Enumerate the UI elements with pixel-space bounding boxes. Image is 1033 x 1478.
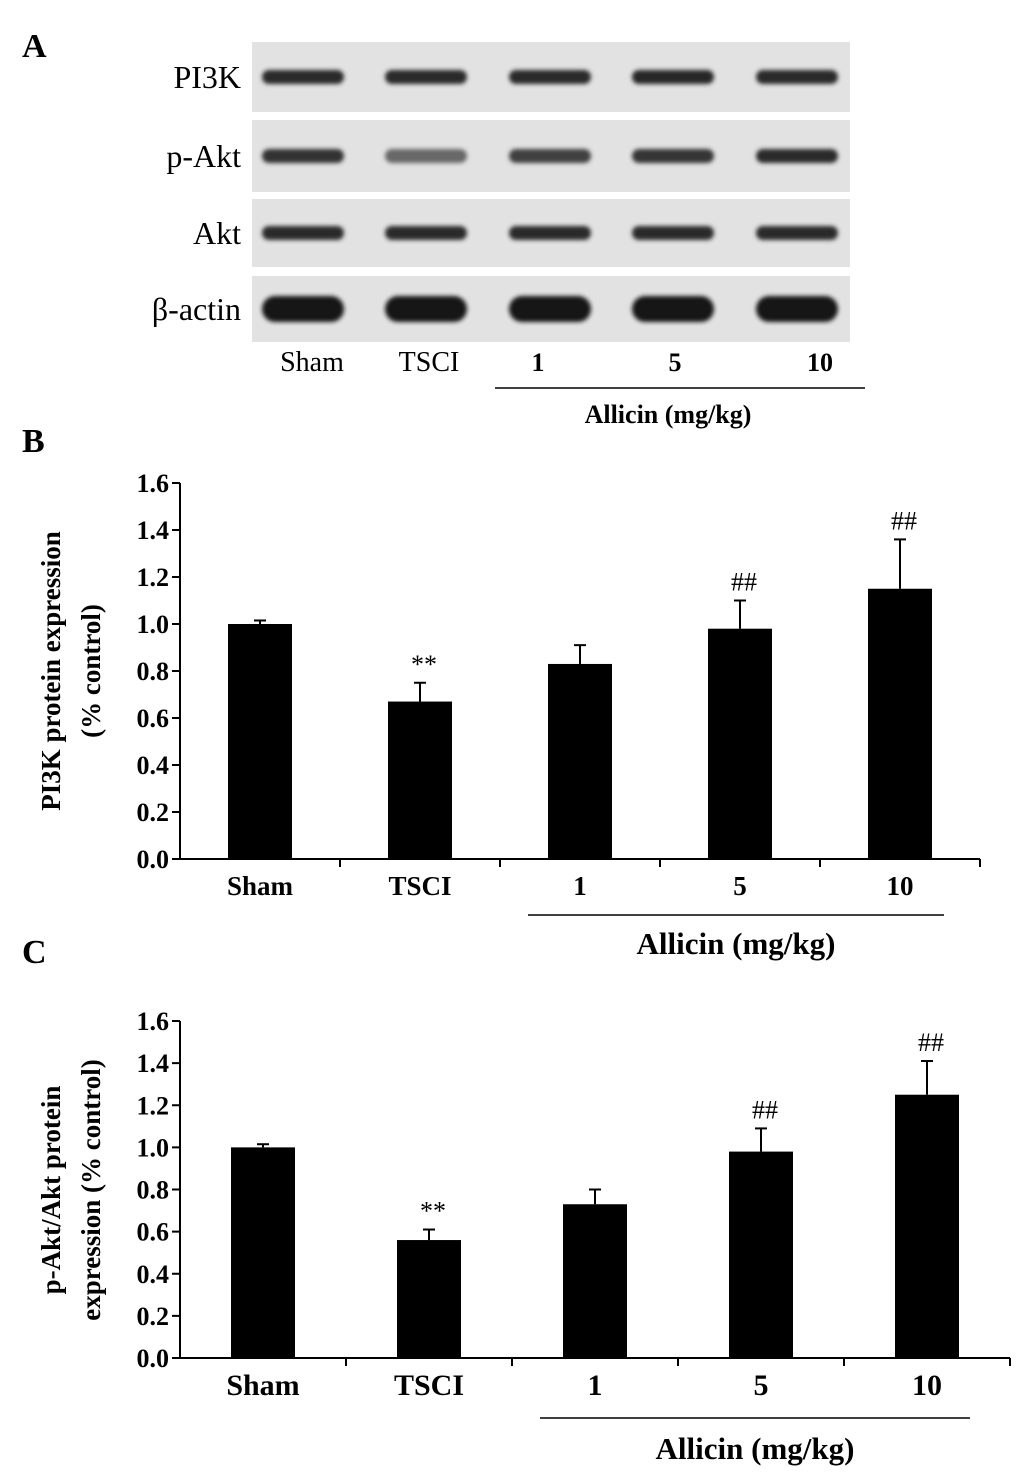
bar-sham xyxy=(231,1147,295,1358)
y-tick-label: 1.4 xyxy=(137,516,170,545)
y-tick-label: 0.2 xyxy=(137,798,170,827)
blot-band-pi3k-5 xyxy=(632,70,714,84)
bar-10 xyxy=(868,588,932,859)
blot-group-label: Allicin (mg/kg) xyxy=(585,400,752,429)
y-tick-label: 1.2 xyxy=(137,1091,170,1120)
blot-band-akt-tsci xyxy=(385,226,467,240)
blot-lane-label-10: 10 xyxy=(807,348,833,377)
x-tick-label-10: 10 xyxy=(887,871,914,901)
y-tick-label: 0.6 xyxy=(137,1218,170,1247)
bar-5 xyxy=(708,628,772,859)
x-tick-label-tsci: TSCI xyxy=(388,871,451,901)
blot-row-label-pi3k: PI3K xyxy=(173,59,241,95)
bar-10 xyxy=(895,1094,959,1358)
blot-band-akt-1 xyxy=(509,226,591,240)
blot-band-actin-tsci xyxy=(385,296,467,322)
panel-c-letter: C xyxy=(22,934,47,971)
bar-5 xyxy=(729,1151,793,1358)
blot-lane-label-1: 1 xyxy=(532,348,545,377)
x-tick-label-sham: Sham xyxy=(227,871,294,901)
y-tick-label: 0.4 xyxy=(137,1260,170,1289)
group-label: Allicin (mg/kg) xyxy=(637,926,836,961)
y-tick-label: 1.0 xyxy=(137,610,170,639)
blot-band-p-akt-5 xyxy=(632,149,714,163)
x-tick-label-tsci: TSCI xyxy=(394,1369,464,1402)
blot-lane-labels: Sham TSCI 1 5 10 xyxy=(280,347,833,378)
bar-1 xyxy=(548,663,612,859)
y-tick-label: 1.0 xyxy=(137,1133,170,1162)
x-tick-label-5: 5 xyxy=(754,1369,769,1402)
western-blot xyxy=(252,42,850,342)
group-label: Allicin (mg/kg) xyxy=(656,1431,855,1466)
significance-5: ## xyxy=(752,1095,778,1124)
y-tick-label: 1.2 xyxy=(137,563,170,592)
y-tick-label: 1.6 xyxy=(137,1007,170,1036)
blot-lane-label-tsci: TSCI xyxy=(399,347,460,378)
blot-lane-label-sham: Sham xyxy=(280,347,344,378)
blot-row-label-actin: β-actin xyxy=(152,291,241,327)
blot-band-p-akt-tsci xyxy=(385,149,467,163)
x-tick-label-1: 1 xyxy=(573,871,587,901)
blot-row-label-akt: Akt xyxy=(193,215,241,251)
blot-band-actin-10 xyxy=(756,296,838,322)
y-tick-label: 1.4 xyxy=(137,1049,170,1078)
x-tick-label-10: 10 xyxy=(912,1369,942,1402)
significance-10: ## xyxy=(891,506,917,535)
blot-row-labels: PI3K p-Akt Akt β-actin xyxy=(152,59,241,327)
chart-c: 0.0 0.2 0.4 0.6 0.8 1.0 1.2 1.4 1.6 Sham ** TSCI 1 ##… xyxy=(36,1007,1011,1466)
y-axis-title-line-1: p-Akt/Akt protein xyxy=(36,1086,66,1295)
y-axis-title-line-1: PI3K protein expression xyxy=(36,531,66,811)
y-tick-label: 0.6 xyxy=(137,704,170,733)
y-tick-label: 0.8 xyxy=(137,1176,170,1205)
y-tick-label: 0.0 xyxy=(137,1344,170,1373)
bar-tsci xyxy=(397,1240,461,1358)
blot-band-pi3k-10 xyxy=(756,70,838,84)
y-tick-label: 1.6 xyxy=(137,469,170,498)
blot-band-akt-5 xyxy=(632,226,714,240)
blot-band-pi3k-tsci xyxy=(385,70,467,84)
y-axis-title-line-2: (% control) xyxy=(76,604,106,738)
y-tick-label: 0.8 xyxy=(137,657,170,686)
blot-band-p-akt-sham xyxy=(262,149,344,163)
y-tick-label: 0.2 xyxy=(137,1302,170,1331)
x-tick-label-1: 1 xyxy=(588,1369,603,1402)
blot-band-akt-sham xyxy=(262,226,344,240)
blot-band-pi3k-1 xyxy=(509,70,591,84)
bar-1 xyxy=(563,1204,627,1358)
bar-tsci xyxy=(388,701,452,859)
x-tick-label-5: 5 xyxy=(733,871,747,901)
y-tick-label: 0.4 xyxy=(137,751,170,780)
blot-band-akt-10 xyxy=(756,226,838,240)
blot-row-label-p-akt: p-Akt xyxy=(166,138,241,174)
panel-a-letter: A xyxy=(22,28,47,65)
blot-band-p-akt-10 xyxy=(756,149,838,163)
significance-10: ## xyxy=(918,1028,944,1057)
x-tick-label-sham: Sham xyxy=(226,1369,299,1402)
y-axis-title-line-2: expression (% control) xyxy=(76,1059,106,1320)
blot-lane-label-5: 5 xyxy=(669,348,682,377)
blot-band-actin-5 xyxy=(632,296,714,322)
significance-tsci: ** xyxy=(411,650,437,679)
blot-band-actin-1 xyxy=(509,296,591,322)
chart-b: 0.0 0.2 0.4 0.6 0.8 1.0 1.2 1.4 1.6 Sham ** TSCI 1 ##… xyxy=(36,469,981,961)
significance-tsci: ** xyxy=(420,1197,446,1226)
significance-5: ## xyxy=(731,568,757,597)
blot-band-actin-sham xyxy=(262,296,344,322)
bar-sham xyxy=(228,624,292,859)
blot-band-p-akt-1 xyxy=(509,149,591,163)
panel-b-letter: B xyxy=(22,423,45,460)
y-tick-label: 0.0 xyxy=(137,845,170,874)
blot-band-pi3k-sham xyxy=(262,70,344,84)
